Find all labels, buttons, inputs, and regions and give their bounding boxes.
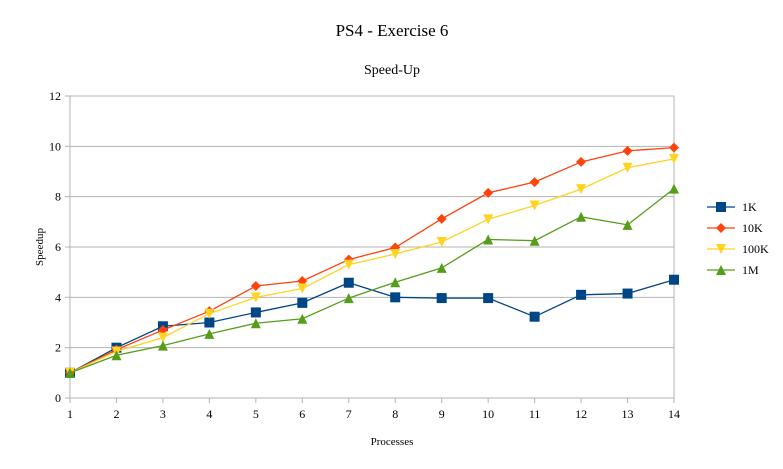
data-point <box>622 288 633 299</box>
x-tick-label: 3 <box>160 407 166 421</box>
data-point <box>669 153 679 164</box>
data-point <box>250 307 261 318</box>
legend-marker <box>716 265 726 275</box>
data-point <box>297 283 308 294</box>
gridlines <box>70 95 674 399</box>
x-tick-label: 14 <box>668 407 680 421</box>
data-point <box>250 281 261 292</box>
data-point <box>390 249 401 260</box>
data-point <box>483 214 494 225</box>
x-tick-label: 7 <box>346 407 352 421</box>
series-100k <box>65 153 679 378</box>
data-point <box>297 313 308 324</box>
data-point <box>436 236 447 247</box>
data-point <box>343 259 354 270</box>
legend-item-100k: 100K <box>707 242 769 256</box>
x-tick-label: 11 <box>529 407 541 421</box>
data-point <box>204 317 215 328</box>
data-point <box>297 275 308 286</box>
data-point <box>343 277 354 288</box>
data-point <box>343 293 354 304</box>
x-tick-label: 12 <box>575 407 587 421</box>
data-point <box>529 177 540 188</box>
legend-label: 100K <box>742 242 769 256</box>
data-point <box>297 297 308 308</box>
data-point <box>669 142 679 153</box>
legend-marker <box>716 223 726 233</box>
data-point <box>669 274 679 285</box>
y-axis-label: Speedup <box>34 228 46 266</box>
data-point <box>576 289 587 300</box>
y-axis-ticks: 0 2 4 6 8 10 12 <box>49 89 70 405</box>
series-line <box>69 146 675 374</box>
series-10k <box>65 142 679 378</box>
data-point <box>111 350 122 361</box>
legend-label: 10K <box>742 221 763 235</box>
legend-item-1m: 1M <box>707 263 759 277</box>
y-tick-label: 0 <box>55 391 61 405</box>
series-line <box>69 188 675 374</box>
data-point <box>576 184 587 195</box>
data-point <box>157 332 168 343</box>
data-point <box>483 187 494 198</box>
data-point <box>390 277 401 288</box>
data-point <box>483 293 494 304</box>
legend-marker <box>716 244 726 254</box>
x-tick-label: 2 <box>113 407 119 421</box>
y-tick-label: 6 <box>55 240 61 254</box>
y-tick-label: 4 <box>55 290 61 304</box>
data-point <box>390 292 401 303</box>
legend-label: 1M <box>742 263 759 277</box>
data-point <box>622 219 633 230</box>
chart-subtitle: Speed-Up <box>364 63 420 78</box>
legend-item-1k: 1K <box>707 200 757 214</box>
data-point <box>250 292 261 303</box>
data-point <box>436 293 447 304</box>
data-point <box>529 200 540 211</box>
legend-label: 1K <box>742 200 757 214</box>
data-point <box>157 340 168 351</box>
series-1m <box>65 183 679 378</box>
data-point <box>436 262 447 273</box>
data-point <box>483 234 494 245</box>
y-tick-label: 12 <box>49 89 61 103</box>
x-axis-ticks: 1 2 3 4 5 6 7 8 9 10 11 12 13 14 <box>67 398 680 421</box>
x-tick-label: 13 <box>622 407 634 421</box>
data-point <box>622 145 633 156</box>
x-tick-label: 6 <box>299 407 305 421</box>
legend: 1K 10K 100K 1M <box>707 200 769 277</box>
y-tick-label: 2 <box>55 341 61 355</box>
x-tick-label: 4 <box>206 407 212 421</box>
x-tick-label: 8 <box>392 407 398 421</box>
data-point <box>576 211 587 222</box>
x-tick-label: 5 <box>253 407 259 421</box>
x-tick-label: 10 <box>482 407 494 421</box>
data-point <box>250 318 261 329</box>
data-point <box>204 328 215 339</box>
data-point <box>576 156 587 167</box>
data-point <box>157 325 168 336</box>
data-point <box>529 311 540 322</box>
data-point <box>622 162 633 173</box>
x-tick-label: 9 <box>439 407 445 421</box>
x-axis-label: Processes <box>371 436 414 448</box>
legend-item-10k: 10K <box>707 221 763 235</box>
data-point <box>529 235 540 246</box>
data-point <box>204 308 215 319</box>
series-line <box>69 158 675 374</box>
x-tick-label: 1 <box>67 407 73 421</box>
legend-marker <box>716 202 726 212</box>
data-point <box>669 183 679 194</box>
data-point <box>65 367 75 378</box>
y-tick-label: 8 <box>55 190 61 204</box>
data-series <box>65 142 679 378</box>
y-tick-label: 10 <box>49 139 61 153</box>
chart-title: PS4 - Exercise 6 <box>336 21 449 40</box>
data-point <box>436 213 447 224</box>
